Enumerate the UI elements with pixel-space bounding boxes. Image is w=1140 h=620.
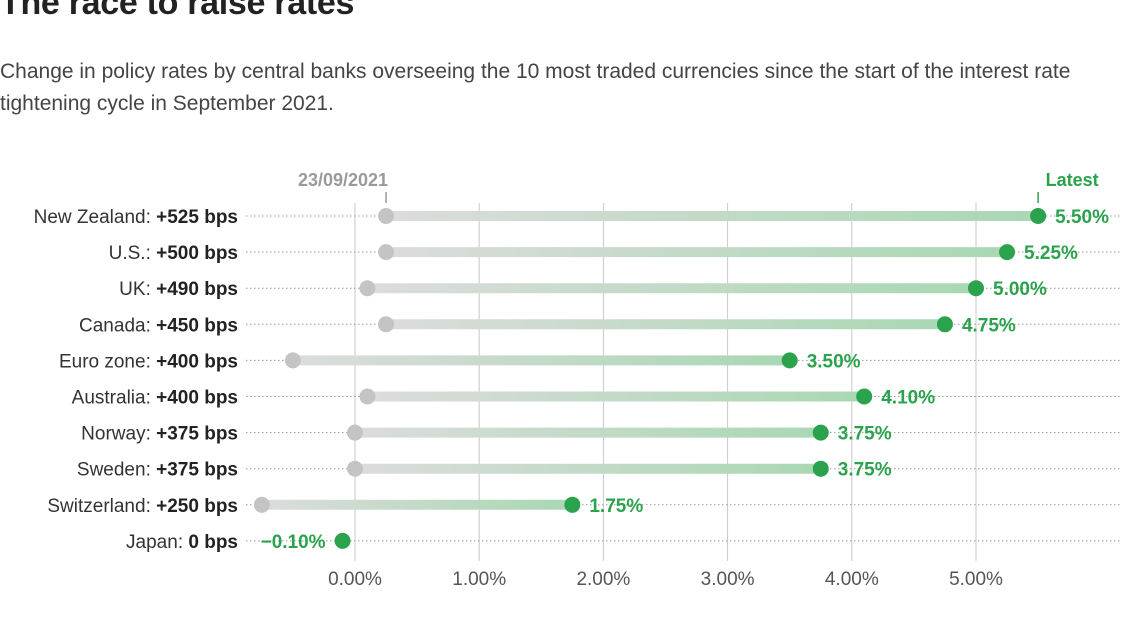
start-dot (378, 316, 395, 333)
latest-value-label: 5.00% (993, 279, 1047, 300)
row-label: Canada: +450 bps (79, 315, 238, 336)
change-bps: +400 bps (156, 388, 238, 409)
latest-value-label: 3.75% (838, 460, 892, 481)
country-name: U.S. (109, 243, 146, 264)
latest-dot (1030, 208, 1047, 224)
country-name: Sweden (77, 460, 146, 481)
latest-value-label: −0.10% (261, 532, 326, 553)
country-name: Euro zone (59, 351, 146, 372)
latest-dot (334, 532, 351, 549)
latest-dot (781, 352, 798, 369)
latest-value-label: 3.75% (838, 424, 892, 445)
country-name: Canada (79, 315, 146, 336)
change-bps: +375 bps (156, 424, 238, 445)
x-tick-label: 4.00% (825, 569, 879, 590)
latest-dot (812, 424, 829, 441)
latest-value-label: 4.10% (881, 388, 935, 409)
change-bps: +250 bps (156, 496, 238, 517)
change-bps: +490 bps (156, 279, 238, 300)
latest-dot (564, 496, 581, 513)
country-name: Switzerland (47, 496, 145, 517)
row-label: U.S.: +500 bps (109, 243, 238, 264)
x-tick-label: 0.00% (328, 569, 382, 590)
latest-value-label: 3.50% (807, 351, 861, 372)
start-date-label: 23/09/2021 (298, 170, 388, 190)
latest-label: Latest (1046, 170, 1099, 190)
chart-title: The race to raise rates (0, 0, 355, 22)
latest-dot (968, 280, 984, 297)
row-label: Euro zone: +400 bps (59, 351, 238, 372)
country-name: Norway (81, 424, 146, 445)
latest-dot (999, 244, 1016, 261)
start-dot (378, 208, 395, 224)
country-name: UK (119, 279, 146, 300)
latest-value-label: 1.75% (589, 496, 643, 517)
row-label: Switzerland: +250 bps (47, 496, 238, 517)
country-name: Australia (72, 388, 146, 409)
latest-value-label: 4.75% (962, 315, 1016, 336)
change-bps: +375 bps (156, 460, 238, 481)
row-label: Sweden: +375 bps (77, 460, 238, 481)
start-dot (359, 388, 376, 405)
x-tick-label: 1.00% (452, 569, 506, 590)
x-tick-label: 5.00% (949, 569, 1003, 590)
latest-dot (856, 388, 873, 405)
row-label: UK: +490 bps (119, 279, 238, 300)
latest-value-label: 5.50% (1055, 207, 1109, 228)
start-dot (347, 424, 363, 441)
start-dot (284, 352, 301, 369)
row-label: Australia: +400 bps (72, 388, 238, 409)
row-label: Norway: +375 bps (81, 424, 238, 445)
country-name: Japan (126, 532, 178, 553)
change-bps: +525 bps (156, 207, 238, 228)
change-bps: 0 bps (188, 532, 238, 553)
start-dot (253, 496, 270, 513)
row-label: New Zealand: +525 bps (34, 207, 238, 228)
row-label: Japan: 0 bps (126, 532, 238, 553)
change-bps: +500 bps (156, 243, 238, 264)
change-bps: +400 bps (156, 351, 238, 372)
start-dot (347, 460, 363, 477)
latest-dot (936, 316, 953, 333)
change-bps: +450 bps (156, 315, 238, 336)
chart-subtitle: Change in policy rates by central banks … (0, 60, 1071, 115)
start-dot (378, 244, 395, 261)
latest-value-label: 5.25% (1024, 243, 1078, 264)
x-tick-label: 2.00% (576, 569, 630, 590)
country-name: New Zealand (34, 207, 146, 228)
x-tick-label: 3.00% (701, 569, 755, 590)
start-dot (359, 280, 376, 297)
latest-dot (812, 460, 829, 477)
